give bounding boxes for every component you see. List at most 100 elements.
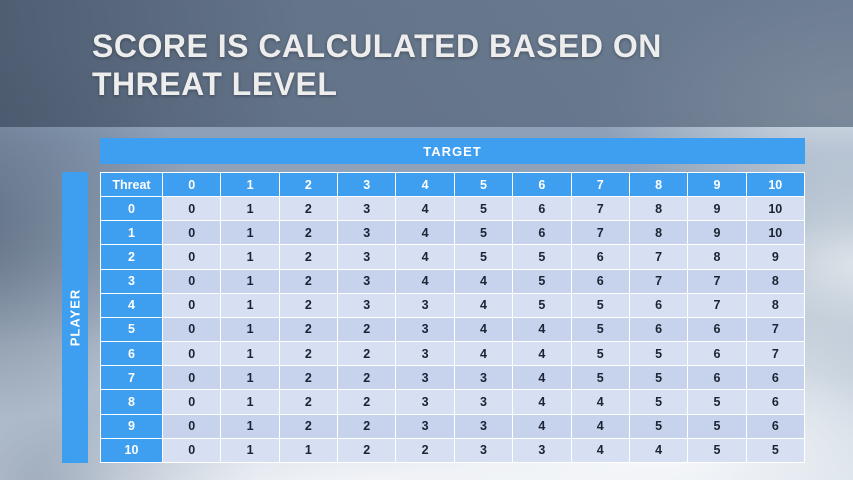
table-row: 0 0 1 2 3 4 5 6 7 8 9 10 (100, 195, 806, 222)
score-cell: 5 (453, 195, 514, 222)
score-cell: 2 (278, 389, 339, 415)
threat-row-header: 5 (100, 316, 163, 343)
score-cell: 5 (512, 292, 572, 318)
threat-row-header: 4 (100, 292, 163, 318)
score-cell: 5 (745, 437, 806, 464)
target-axis-header: TARGET (100, 138, 805, 164)
score-cell: 0 (161, 341, 222, 367)
score-cell: 3 (337, 292, 397, 318)
score-cell: 5 (570, 341, 630, 367)
score-cell: 9 (687, 195, 747, 222)
score-cell: 6 (687, 341, 747, 367)
score-cell: 0 (161, 195, 222, 222)
title-band: SCORE IS CALCULATED BASED ON THREAT LEVE… (0, 0, 853, 127)
score-cell: 7 (570, 220, 630, 246)
score-cell: 0 (161, 316, 222, 343)
score-cell: 2 (278, 365, 339, 391)
threat-row-header: 0 (100, 195, 163, 222)
score-cell: 6 (687, 316, 747, 343)
score-cell: 3 (453, 389, 514, 415)
score-cell: 5 (628, 341, 689, 367)
title-line-1: SCORE IS CALCULATED BASED ON (92, 28, 662, 64)
score-cell: 2 (278, 244, 339, 270)
player-label: PLAYER (67, 288, 83, 347)
score-cell: 2 (278, 413, 339, 439)
score-cell: 9 (745, 244, 806, 270)
table-row: 1 0 1 2 3 4 5 6 7 8 9 10 (100, 220, 806, 246)
threat-corner-header: Threat (100, 172, 163, 197)
score-cell: 9 (687, 220, 747, 246)
score-cell: 10 (745, 195, 806, 222)
score-cell: 4 (453, 341, 514, 367)
score-cell: 4 (512, 341, 572, 367)
target-column-header: 1 (220, 172, 280, 197)
target-column-header: 9 (687, 172, 747, 197)
slide-title: SCORE IS CALCULATED BASED ON THREAT LEVE… (92, 28, 662, 104)
score-cell: 1 (220, 389, 280, 415)
target-column-header: 4 (395, 172, 455, 197)
score-cell: 6 (628, 292, 689, 318)
title-line-2: THREAT LEVEL (92, 65, 338, 102)
score-cell: 2 (337, 413, 397, 439)
score-cell: 8 (745, 268, 806, 294)
score-cell: 7 (628, 244, 689, 270)
score-cell: 0 (161, 413, 222, 439)
target-column-header: 3 (337, 172, 397, 197)
target-column-header: 5 (453, 172, 514, 197)
score-cell: 4 (453, 268, 514, 294)
score-cell: 6 (745, 365, 806, 391)
score-cell: 2 (278, 220, 339, 246)
target-column-header: 2 (278, 172, 339, 197)
score-cell: 4 (395, 220, 455, 246)
score-cell: 2 (395, 437, 455, 464)
threat-row-header: 6 (100, 341, 163, 367)
score-cell: 1 (220, 195, 280, 222)
target-column-header: 8 (628, 172, 689, 197)
table-header-row: Threat 0 1 2 3 4 5 6 7 8 9 10 (100, 172, 806, 197)
score-cell: 0 (161, 244, 222, 270)
score-cell: 3 (337, 195, 397, 222)
score-cell: 3 (395, 341, 455, 367)
score-cell: 2 (337, 437, 397, 464)
score-cell: 3 (395, 316, 455, 343)
score-cell: 2 (278, 292, 339, 318)
score-cell: 5 (570, 365, 630, 391)
score-cell: 2 (278, 195, 339, 222)
score-cell: 6 (745, 389, 806, 415)
score-cell: 1 (220, 413, 280, 439)
target-column-header: 10 (745, 172, 806, 197)
score-cell: 6 (570, 268, 630, 294)
score-cell: 5 (512, 268, 572, 294)
score-cell: 8 (687, 244, 747, 270)
score-cell: 2 (278, 341, 339, 367)
score-cell: 0 (161, 292, 222, 318)
score-cell: 4 (512, 389, 572, 415)
score-cell: 8 (628, 195, 689, 222)
score-cell: 2 (278, 316, 339, 343)
threat-row-header: 2 (100, 244, 163, 270)
score-cell: 3 (337, 220, 397, 246)
score-cell: 3 (337, 268, 397, 294)
target-column-header: 6 (512, 172, 572, 197)
threat-row-header: 7 (100, 365, 163, 391)
score-cell: 2 (337, 365, 397, 391)
score-cell: 4 (512, 365, 572, 391)
score-cell: 4 (453, 316, 514, 343)
score-cell: 5 (453, 220, 514, 246)
score-cell: 4 (395, 244, 455, 270)
target-column-header: 0 (161, 172, 222, 197)
score-cell: 4 (453, 292, 514, 318)
score-cell: 3 (395, 389, 455, 415)
score-cell: 5 (570, 316, 630, 343)
score-cell: 5 (570, 292, 630, 318)
score-cell: 5 (687, 437, 747, 464)
score-table: Threat 0 1 2 3 4 5 6 7 8 9 10 0 0 1 2 3 4 5 6 7 8 9 10 1 0 1 2 3 4 5 6… (100, 172, 806, 464)
